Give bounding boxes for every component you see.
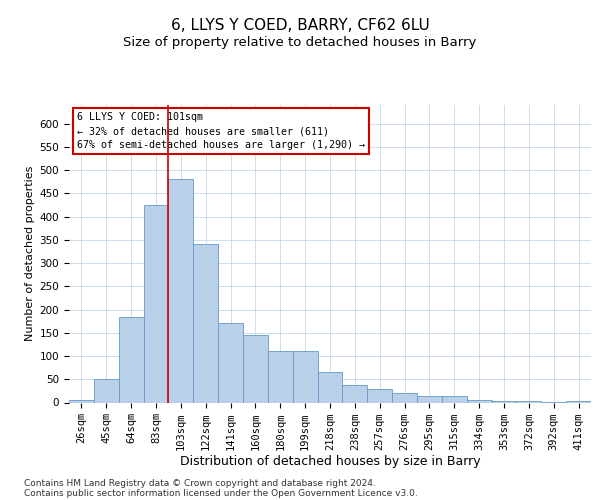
Bar — [169, 180, 193, 402]
Bar — [143, 205, 169, 402]
Bar — [69, 400, 94, 402]
Bar — [517, 400, 541, 402]
Bar — [467, 400, 491, 402]
Bar — [243, 335, 268, 402]
Bar — [193, 244, 218, 402]
Text: 6 LLYS Y COED: 101sqm
← 32% of detached houses are smaller (611)
67% of semi-det: 6 LLYS Y COED: 101sqm ← 32% of detached … — [77, 112, 365, 150]
Bar — [119, 316, 143, 402]
Bar — [268, 352, 293, 403]
Bar — [417, 396, 442, 402]
Bar — [94, 380, 119, 402]
Bar — [442, 396, 467, 402]
Bar — [367, 388, 392, 402]
Text: Size of property relative to detached houses in Barry: Size of property relative to detached ho… — [124, 36, 476, 49]
Y-axis label: Number of detached properties: Number of detached properties — [25, 166, 35, 342]
Bar — [218, 324, 243, 402]
Bar — [317, 372, 343, 402]
Bar — [566, 401, 591, 402]
Bar — [293, 352, 317, 403]
Text: Contains HM Land Registry data © Crown copyright and database right 2024.
Contai: Contains HM Land Registry data © Crown c… — [24, 479, 418, 498]
X-axis label: Distribution of detached houses by size in Barry: Distribution of detached houses by size … — [179, 456, 481, 468]
Bar — [343, 385, 367, 402]
Text: 6, LLYS Y COED, BARRY, CF62 6LU: 6, LLYS Y COED, BARRY, CF62 6LU — [170, 18, 430, 32]
Bar — [491, 400, 517, 402]
Bar — [392, 393, 417, 402]
